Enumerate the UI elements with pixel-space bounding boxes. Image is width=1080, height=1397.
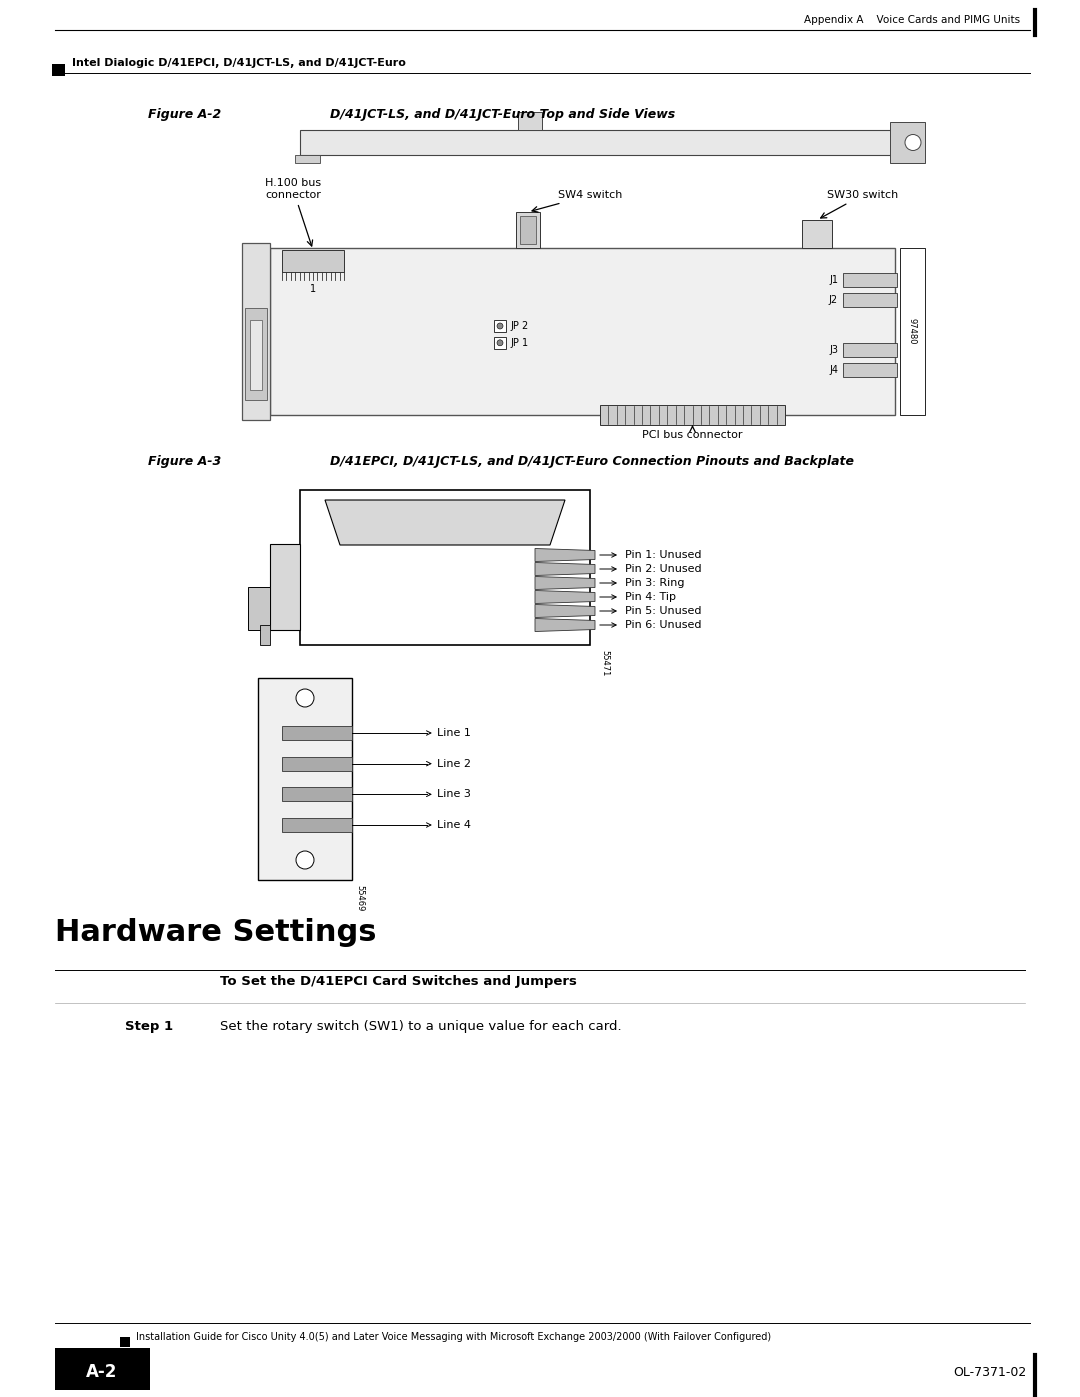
- Text: Pin 1: Unused: Pin 1: Unused: [625, 550, 702, 560]
- Circle shape: [497, 323, 503, 330]
- Text: Intel Dialogic D/41EPCI, D/41JCT-LS, and D/41JCT-Euro: Intel Dialogic D/41EPCI, D/41JCT-LS, and…: [72, 59, 406, 68]
- Text: Step 1: Step 1: [125, 1020, 173, 1032]
- Text: 55471: 55471: [600, 650, 609, 676]
- Bar: [249, 320, 262, 390]
- Text: Pin 6: Unused: Pin 6: Unused: [625, 620, 702, 630]
- Text: 1: 1: [310, 284, 316, 293]
- Bar: [282, 757, 352, 771]
- Bar: [843, 344, 897, 358]
- Bar: [282, 788, 352, 802]
- Bar: [295, 155, 320, 163]
- Text: Line 1: Line 1: [437, 728, 471, 738]
- Polygon shape: [535, 619, 595, 631]
- Bar: [518, 112, 542, 130]
- Bar: [843, 363, 897, 377]
- Polygon shape: [535, 577, 595, 590]
- Bar: [260, 624, 270, 645]
- Bar: [843, 293, 897, 307]
- Bar: [900, 249, 924, 415]
- Text: 97480: 97480: [907, 319, 917, 345]
- Text: JP 1: JP 1: [510, 338, 528, 348]
- Bar: [120, 1337, 130, 1347]
- Polygon shape: [535, 549, 595, 562]
- Text: Line 2: Line 2: [437, 759, 471, 768]
- Bar: [270, 249, 895, 415]
- Text: Pin 4: Tip: Pin 4: Tip: [625, 592, 676, 602]
- Text: OL-7371-02: OL-7371-02: [954, 1365, 1027, 1379]
- Text: PCI bus connector: PCI bus connector: [643, 426, 743, 440]
- Bar: [300, 130, 895, 155]
- Bar: [802, 219, 832, 249]
- Text: D/41EPCI, D/41JCT-LS, and D/41JCT-Euro Connection Pinouts and Backplate: D/41EPCI, D/41JCT-LS, and D/41JCT-Euro C…: [330, 455, 854, 468]
- Text: Installation Guide for Cisco Unity 4.0(5) and Later Voice Messaging with Microso: Installation Guide for Cisco Unity 4.0(5…: [136, 1331, 771, 1343]
- Text: Set the rotary switch (SW1) to a unique value for each card.: Set the rotary switch (SW1) to a unique …: [220, 1020, 622, 1032]
- Bar: [282, 250, 345, 272]
- Text: J4: J4: [829, 365, 838, 374]
- Polygon shape: [325, 500, 565, 545]
- Text: H.100 bus
connector: H.100 bus connector: [265, 179, 321, 246]
- Text: Pin 5: Unused: Pin 5: Unused: [625, 606, 702, 616]
- Text: SW4 switch: SW4 switch: [532, 190, 622, 212]
- Circle shape: [296, 689, 314, 707]
- Text: 55469: 55469: [355, 886, 365, 911]
- Text: Pin 3: Ring: Pin 3: Ring: [625, 578, 685, 588]
- Polygon shape: [535, 591, 595, 604]
- Text: JP 2: JP 2: [510, 321, 528, 331]
- Bar: [494, 320, 507, 332]
- Bar: [516, 212, 540, 249]
- Bar: [282, 819, 352, 833]
- Bar: [843, 272, 897, 286]
- Text: Line 4: Line 4: [437, 820, 471, 830]
- Text: Hardware Settings: Hardware Settings: [55, 918, 377, 947]
- Text: Pin 2: Unused: Pin 2: Unused: [625, 564, 702, 574]
- Bar: [258, 678, 352, 880]
- Bar: [248, 587, 270, 630]
- Text: J1: J1: [829, 275, 838, 285]
- Text: J3: J3: [829, 345, 838, 355]
- Polygon shape: [535, 605, 595, 617]
- Bar: [519, 217, 536, 244]
- Text: Figure A-2: Figure A-2: [148, 108, 221, 122]
- Bar: [242, 243, 270, 420]
- Text: Line 3: Line 3: [437, 789, 471, 799]
- Bar: [282, 726, 352, 740]
- Bar: [270, 545, 300, 630]
- Bar: [55, 1348, 150, 1390]
- Text: A-2: A-2: [86, 1363, 118, 1382]
- Circle shape: [296, 851, 314, 869]
- Text: Appendix A    Voice Cards and PIMG Units: Appendix A Voice Cards and PIMG Units: [804, 15, 1020, 25]
- Circle shape: [905, 134, 921, 151]
- Bar: [52, 64, 65, 75]
- Text: SW30 switch: SW30 switch: [821, 190, 899, 218]
- Bar: [245, 309, 267, 400]
- Bar: [600, 405, 785, 425]
- Text: J2: J2: [828, 295, 838, 305]
- Circle shape: [497, 339, 503, 346]
- Polygon shape: [535, 563, 595, 576]
- Text: Figure A-3: Figure A-3: [148, 455, 221, 468]
- Bar: [300, 490, 590, 645]
- Text: D/41JCT-LS, and D/41JCT-Euro Top and Side Views: D/41JCT-LS, and D/41JCT-Euro Top and Sid…: [330, 108, 675, 122]
- Bar: [890, 122, 924, 163]
- Bar: [494, 337, 507, 349]
- Text: To Set the D/41EPCI Card Switches and Jumpers: To Set the D/41EPCI Card Switches and Ju…: [220, 975, 577, 988]
